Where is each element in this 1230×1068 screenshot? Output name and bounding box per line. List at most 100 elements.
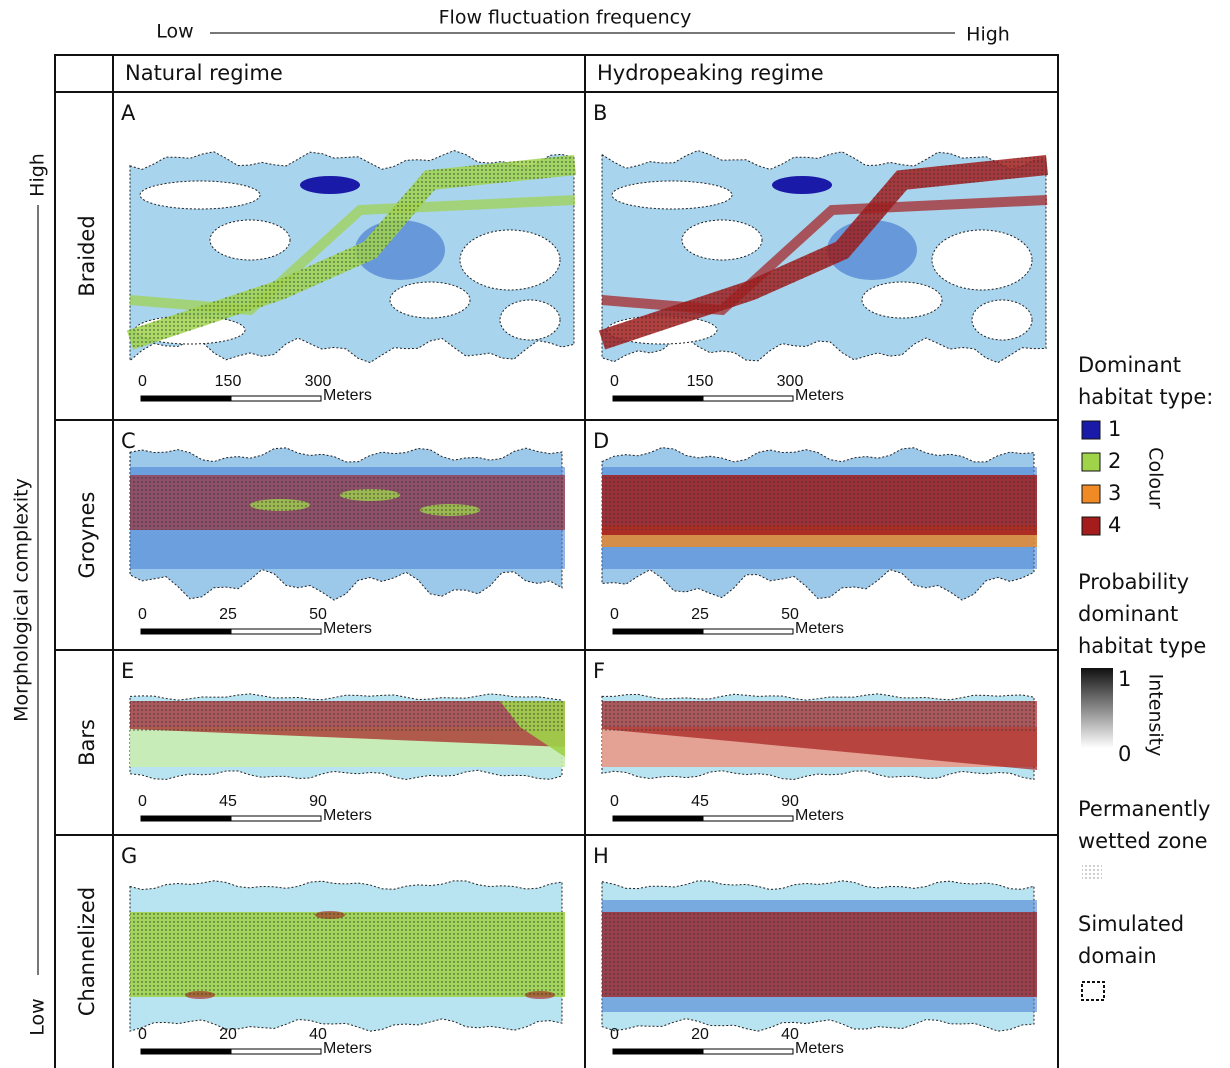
panel-letter: H <box>593 844 609 868</box>
scale-bar <box>613 396 703 401</box>
scale-label: 0 <box>138 373 147 390</box>
scale-label: 25 <box>691 606 709 623</box>
wetted-zone <box>130 701 565 731</box>
domain-symbol <box>1082 982 1104 1000</box>
scale-bar <box>231 1049 321 1054</box>
island <box>500 300 560 340</box>
y-axis-title: Morphological complexity <box>11 478 33 722</box>
y-high: High <box>27 153 49 197</box>
scale-bar <box>141 816 231 821</box>
legend-caption: Intensity <box>1145 674 1167 757</box>
legend-swatch <box>1082 421 1100 439</box>
legend-title: Simulated <box>1078 912 1184 936</box>
row-label: Groynes <box>75 492 99 579</box>
panel-letter: E <box>121 659 134 683</box>
scale-bar <box>231 396 321 401</box>
legend-label: 4 <box>1108 513 1121 537</box>
scale-bar <box>613 816 703 821</box>
figure: Flow fluctuation frequency Low High High… <box>0 0 1230 1068</box>
wetted-zone <box>602 475 1037 530</box>
scale-unit: Meters <box>795 1040 844 1057</box>
legend-swatch <box>1082 485 1100 503</box>
deep-pool <box>772 176 832 194</box>
island <box>932 230 1032 290</box>
x-axis-title: Flow fluctuation frequency <box>439 7 692 29</box>
island <box>682 220 762 260</box>
legend-title: habitat type <box>1078 634 1206 658</box>
legend-title: Dominant <box>1078 353 1181 377</box>
scale-label: 0 <box>138 793 147 810</box>
legend-title: wetted zone <box>1078 829 1208 853</box>
panel-letter: G <box>121 844 137 868</box>
scale-bar <box>231 629 321 634</box>
island <box>390 282 470 318</box>
column-header: Natural regime <box>125 61 283 85</box>
row-label: Braided <box>75 215 99 296</box>
scale-unit: Meters <box>323 1040 372 1057</box>
wetted-zone <box>602 912 1037 997</box>
legend: Dominant habitat type: 1 2 3 4 Colour Probabili… <box>1078 353 1213 1000</box>
scale-bar <box>141 629 231 634</box>
legend-title: habitat type: <box>1078 385 1213 409</box>
panel-letter: B <box>593 101 607 125</box>
scale-unit: Meters <box>323 620 372 637</box>
column-header: Hydropeaking regime <box>597 61 824 85</box>
scale-bar <box>141 396 231 401</box>
deep-pool <box>300 176 360 194</box>
scale-label: 0 <box>610 1026 619 1043</box>
scale-label: 0 <box>610 793 619 810</box>
island <box>972 300 1032 340</box>
wetted-zone <box>130 912 565 997</box>
island <box>612 181 732 209</box>
island <box>210 220 290 260</box>
panel-letter: D <box>593 429 609 453</box>
legend-caption: Colour <box>1145 447 1167 509</box>
legend-title: dominant <box>1078 602 1178 626</box>
scale-label: 20 <box>219 1026 237 1043</box>
y-low: Low <box>27 998 49 1035</box>
scale-label: 0 <box>610 606 619 623</box>
panel-letter: A <box>121 101 136 125</box>
scale-bar <box>703 396 793 401</box>
scale-label: 45 <box>691 793 709 810</box>
x-low: Low <box>156 21 193 43</box>
scale-label: 0 <box>138 606 147 623</box>
scale-unit: Meters <box>323 807 372 824</box>
legend-label: 2 <box>1108 449 1121 473</box>
wetted-zone <box>130 475 565 530</box>
legend-swatch <box>1082 453 1100 471</box>
scale-unit: Meters <box>323 387 372 404</box>
panel-grid: Natural regime Hydropeaking regime Braided… <box>55 55 1058 1068</box>
scale-bar <box>141 1049 231 1054</box>
panel-letter: F <box>593 659 605 683</box>
scale-bar <box>613 1049 703 1054</box>
scale-label: 150 <box>215 373 242 390</box>
island <box>862 282 942 318</box>
legend-swatch <box>1082 517 1100 535</box>
legend-label: 1 <box>1118 667 1131 691</box>
legend-title: Probability <box>1078 570 1189 594</box>
scale-bar <box>703 816 793 821</box>
row-label: Bars <box>75 719 99 766</box>
legend-title: Permanently <box>1078 797 1210 821</box>
scale-label: 150 <box>687 373 714 390</box>
scale-label: 0 <box>610 373 619 390</box>
legend-title: domain <box>1078 944 1157 968</box>
island <box>140 181 260 209</box>
scale-bar <box>703 629 793 634</box>
map-panel: D02550Meters <box>593 429 1037 637</box>
island <box>460 230 560 290</box>
x-high: High <box>966 24 1010 46</box>
legend-label: 1 <box>1108 417 1121 441</box>
legend-label: 3 <box>1108 481 1121 505</box>
scale-label: 20 <box>691 1026 709 1043</box>
scale-label: 0 <box>138 1026 147 1043</box>
row-label: Channelized <box>75 887 99 1016</box>
